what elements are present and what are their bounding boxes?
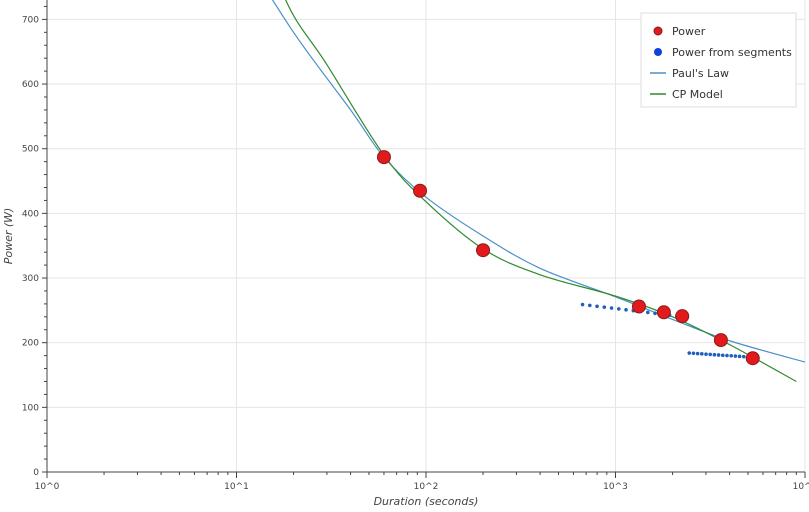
power-point [745,351,760,366]
legend-swatch [654,48,662,56]
y-axis-title: Power (W) [2,208,15,265]
legend-label: Power from segments [672,46,792,59]
legend-label: Paul's Law [672,67,729,80]
legend: Power Power from segments Paul's Law CP Mod… [640,12,797,108]
segment-power-dot [653,311,657,316]
y-tick-label: 500 [22,145,39,155]
segment-power-dot [725,353,729,358]
legend-box [640,12,797,108]
x-tick-label: 10^1 [224,482,249,492]
legend-label: CP Model [672,88,723,101]
segment-power-dot [624,308,628,312]
segment-power-dot [704,352,708,356]
segment-power-dot [580,302,585,307]
segment-power-dot [729,354,733,358]
segment-power-dot [595,304,599,309]
segment-power-dot [741,354,746,359]
segment-power-dot [609,306,614,310]
segment-power-dot [645,310,650,315]
segment-power-dot [695,351,700,356]
axes: 0 100 200 300 400 500 600 700 10^0 10^1 10^2 10^3 10… [22,0,809,492]
segment-power-dot [687,351,692,355]
x-tick-label: 10^2 [414,482,439,492]
segment-power-dot [720,353,725,358]
segment-power-dot [587,303,592,308]
segment-power-dot [616,307,621,311]
x-axis-title: Duration (seconds) [374,495,479,508]
segment-power-dot [708,352,713,357]
segment-power-dot [712,352,717,357]
x-tick-label: 10^4 [793,482,809,492]
segment-power-dot [691,351,696,356]
y-tick-label: 600 [22,80,39,90]
segment-power-dot [737,354,742,359]
y-tick-label: 700 [22,15,39,25]
segment-power-dot [700,352,704,356]
power-point [376,150,391,165]
legend-swatch [653,26,663,36]
segment-power-dot [716,353,721,357]
legend-label: Power [672,25,706,38]
power-point [631,299,646,314]
y-tick-label: 400 [22,209,39,219]
power-point [413,183,428,198]
y-tick-label: 0 [33,468,39,478]
y-tick-label: 300 [22,274,39,284]
power-point [675,309,690,324]
series-layer [271,0,805,383]
power-point [656,305,671,320]
paul-s-law-line [271,0,805,363]
segment-power-dot [602,305,607,309]
power-point [713,333,728,348]
y-tick-label: 100 [22,403,39,413]
x-tick-label: 10^0 [35,482,60,492]
y-tick-label: 200 [22,339,39,349]
segment-power-dot [733,354,738,358]
power-point [476,243,491,258]
x-tick-label: 10^3 [603,482,628,492]
